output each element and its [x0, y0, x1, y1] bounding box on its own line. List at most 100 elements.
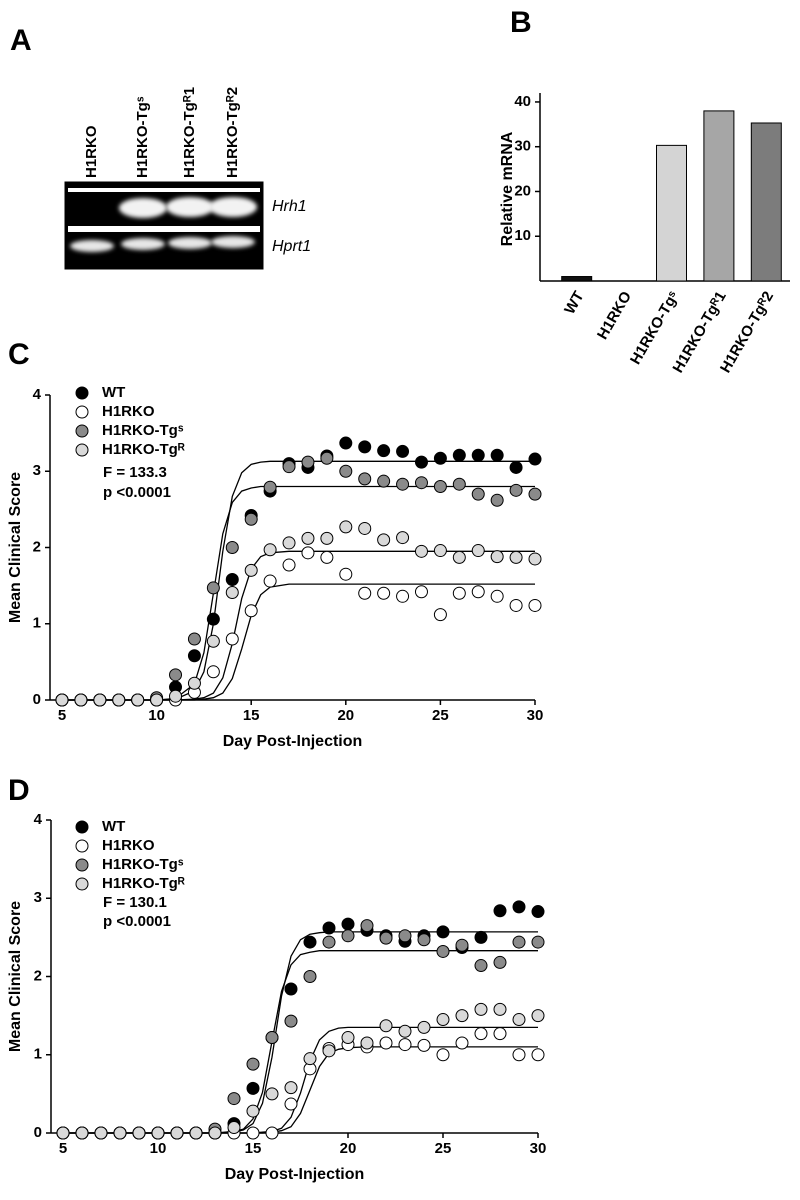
data-point — [528, 452, 542, 466]
y-axis-title: Mean Clinical Score — [7, 901, 24, 1052]
x-tick-label: 30 — [527, 707, 544, 724]
data-point — [509, 483, 523, 497]
data-point — [246, 1126, 260, 1140]
data-point — [208, 1126, 222, 1140]
data-point — [94, 1126, 108, 1140]
data-point — [528, 487, 542, 501]
data-point — [471, 544, 485, 558]
data-point — [284, 1014, 298, 1028]
data-point — [339, 567, 353, 581]
data-point — [206, 634, 220, 648]
data-point — [282, 536, 296, 550]
data-point — [225, 585, 239, 599]
x-tick-label: 5 — [58, 707, 66, 724]
data-point — [509, 598, 523, 612]
data-point — [358, 521, 372, 535]
data-point — [301, 455, 315, 469]
data-point — [396, 531, 410, 545]
fit-line — [62, 485, 535, 701]
data-point — [414, 476, 428, 490]
legend-marker — [75, 820, 89, 834]
data-point — [531, 1009, 545, 1023]
data-point — [282, 558, 296, 572]
data-point — [474, 930, 488, 944]
data-point — [433, 544, 447, 558]
x-tick-label: 30 — [530, 1140, 547, 1157]
data-point — [320, 451, 334, 465]
data-point — [455, 938, 469, 952]
data-point — [414, 455, 428, 469]
x-tick-label: 25 — [435, 1140, 452, 1157]
data-point — [433, 480, 447, 493]
gene-label: Hrh1 — [272, 198, 307, 215]
data-point — [227, 1092, 241, 1106]
fit-line — [62, 583, 535, 701]
x-axis-title: Day Post-Injection — [223, 733, 363, 750]
bar — [561, 276, 593, 282]
data-point — [396, 444, 410, 458]
data-point — [512, 1013, 526, 1027]
y-tick-label: 4 — [34, 811, 43, 828]
lane-label: H1RKO — [83, 125, 100, 178]
data-point — [112, 693, 126, 707]
data-point — [414, 585, 428, 599]
legend-marker — [75, 386, 89, 400]
data-point — [509, 550, 523, 564]
y-tick-label: 40 — [514, 93, 531, 110]
data-point — [493, 1027, 507, 1041]
data-point — [169, 689, 183, 703]
data-point — [358, 586, 372, 600]
data-point — [377, 586, 391, 600]
data-point — [320, 531, 334, 545]
data-point — [436, 1048, 450, 1062]
data-point — [244, 604, 258, 618]
legend-label: WT — [102, 818, 125, 835]
data-point — [493, 904, 507, 918]
data-point — [187, 632, 201, 646]
data-point — [263, 574, 277, 588]
data-point — [341, 929, 355, 943]
fit-line — [63, 1046, 538, 1134]
data-point — [531, 1048, 545, 1062]
data-point — [379, 1019, 393, 1033]
legend-marker — [75, 858, 89, 872]
data-point — [417, 1020, 431, 1034]
legend-marker — [75, 443, 89, 457]
data-point — [474, 1002, 488, 1016]
data-point — [452, 448, 466, 462]
lane-label: H1RKO-Tgᴿ1 — [181, 87, 198, 178]
x-tick-label: 10 — [148, 707, 165, 724]
data-point — [379, 931, 393, 945]
legend-marker — [75, 405, 89, 419]
data-point — [151, 1126, 165, 1140]
data-point — [246, 1081, 260, 1095]
y-tick-label: 0 — [33, 691, 41, 708]
data-point — [452, 586, 466, 600]
data-point — [132, 1126, 146, 1140]
data-point — [358, 472, 372, 486]
data-point — [301, 531, 315, 545]
data-point — [414, 544, 428, 558]
legend-label: H1RKO — [102, 403, 155, 420]
data-point — [396, 589, 410, 603]
y-axis-title: Mean Clinical Score — [7, 472, 24, 623]
data-point — [170, 1126, 184, 1140]
x-tick-label: 15 — [243, 707, 260, 724]
data-point — [433, 451, 447, 465]
data-point — [490, 493, 504, 507]
data-point — [396, 477, 410, 491]
data-point — [339, 464, 353, 478]
fit-line — [63, 931, 538, 1134]
data-point — [75, 1126, 89, 1140]
data-point — [169, 668, 183, 682]
data-point — [531, 935, 545, 949]
data-point — [322, 1044, 336, 1058]
lane-label: H1RKO-Tgˢ — [134, 96, 151, 178]
data-point — [282, 460, 296, 474]
data-point — [74, 693, 88, 707]
data-point — [55, 693, 69, 707]
data-point — [263, 543, 277, 557]
x-axis-title: Day Post-Injection — [225, 1166, 365, 1183]
